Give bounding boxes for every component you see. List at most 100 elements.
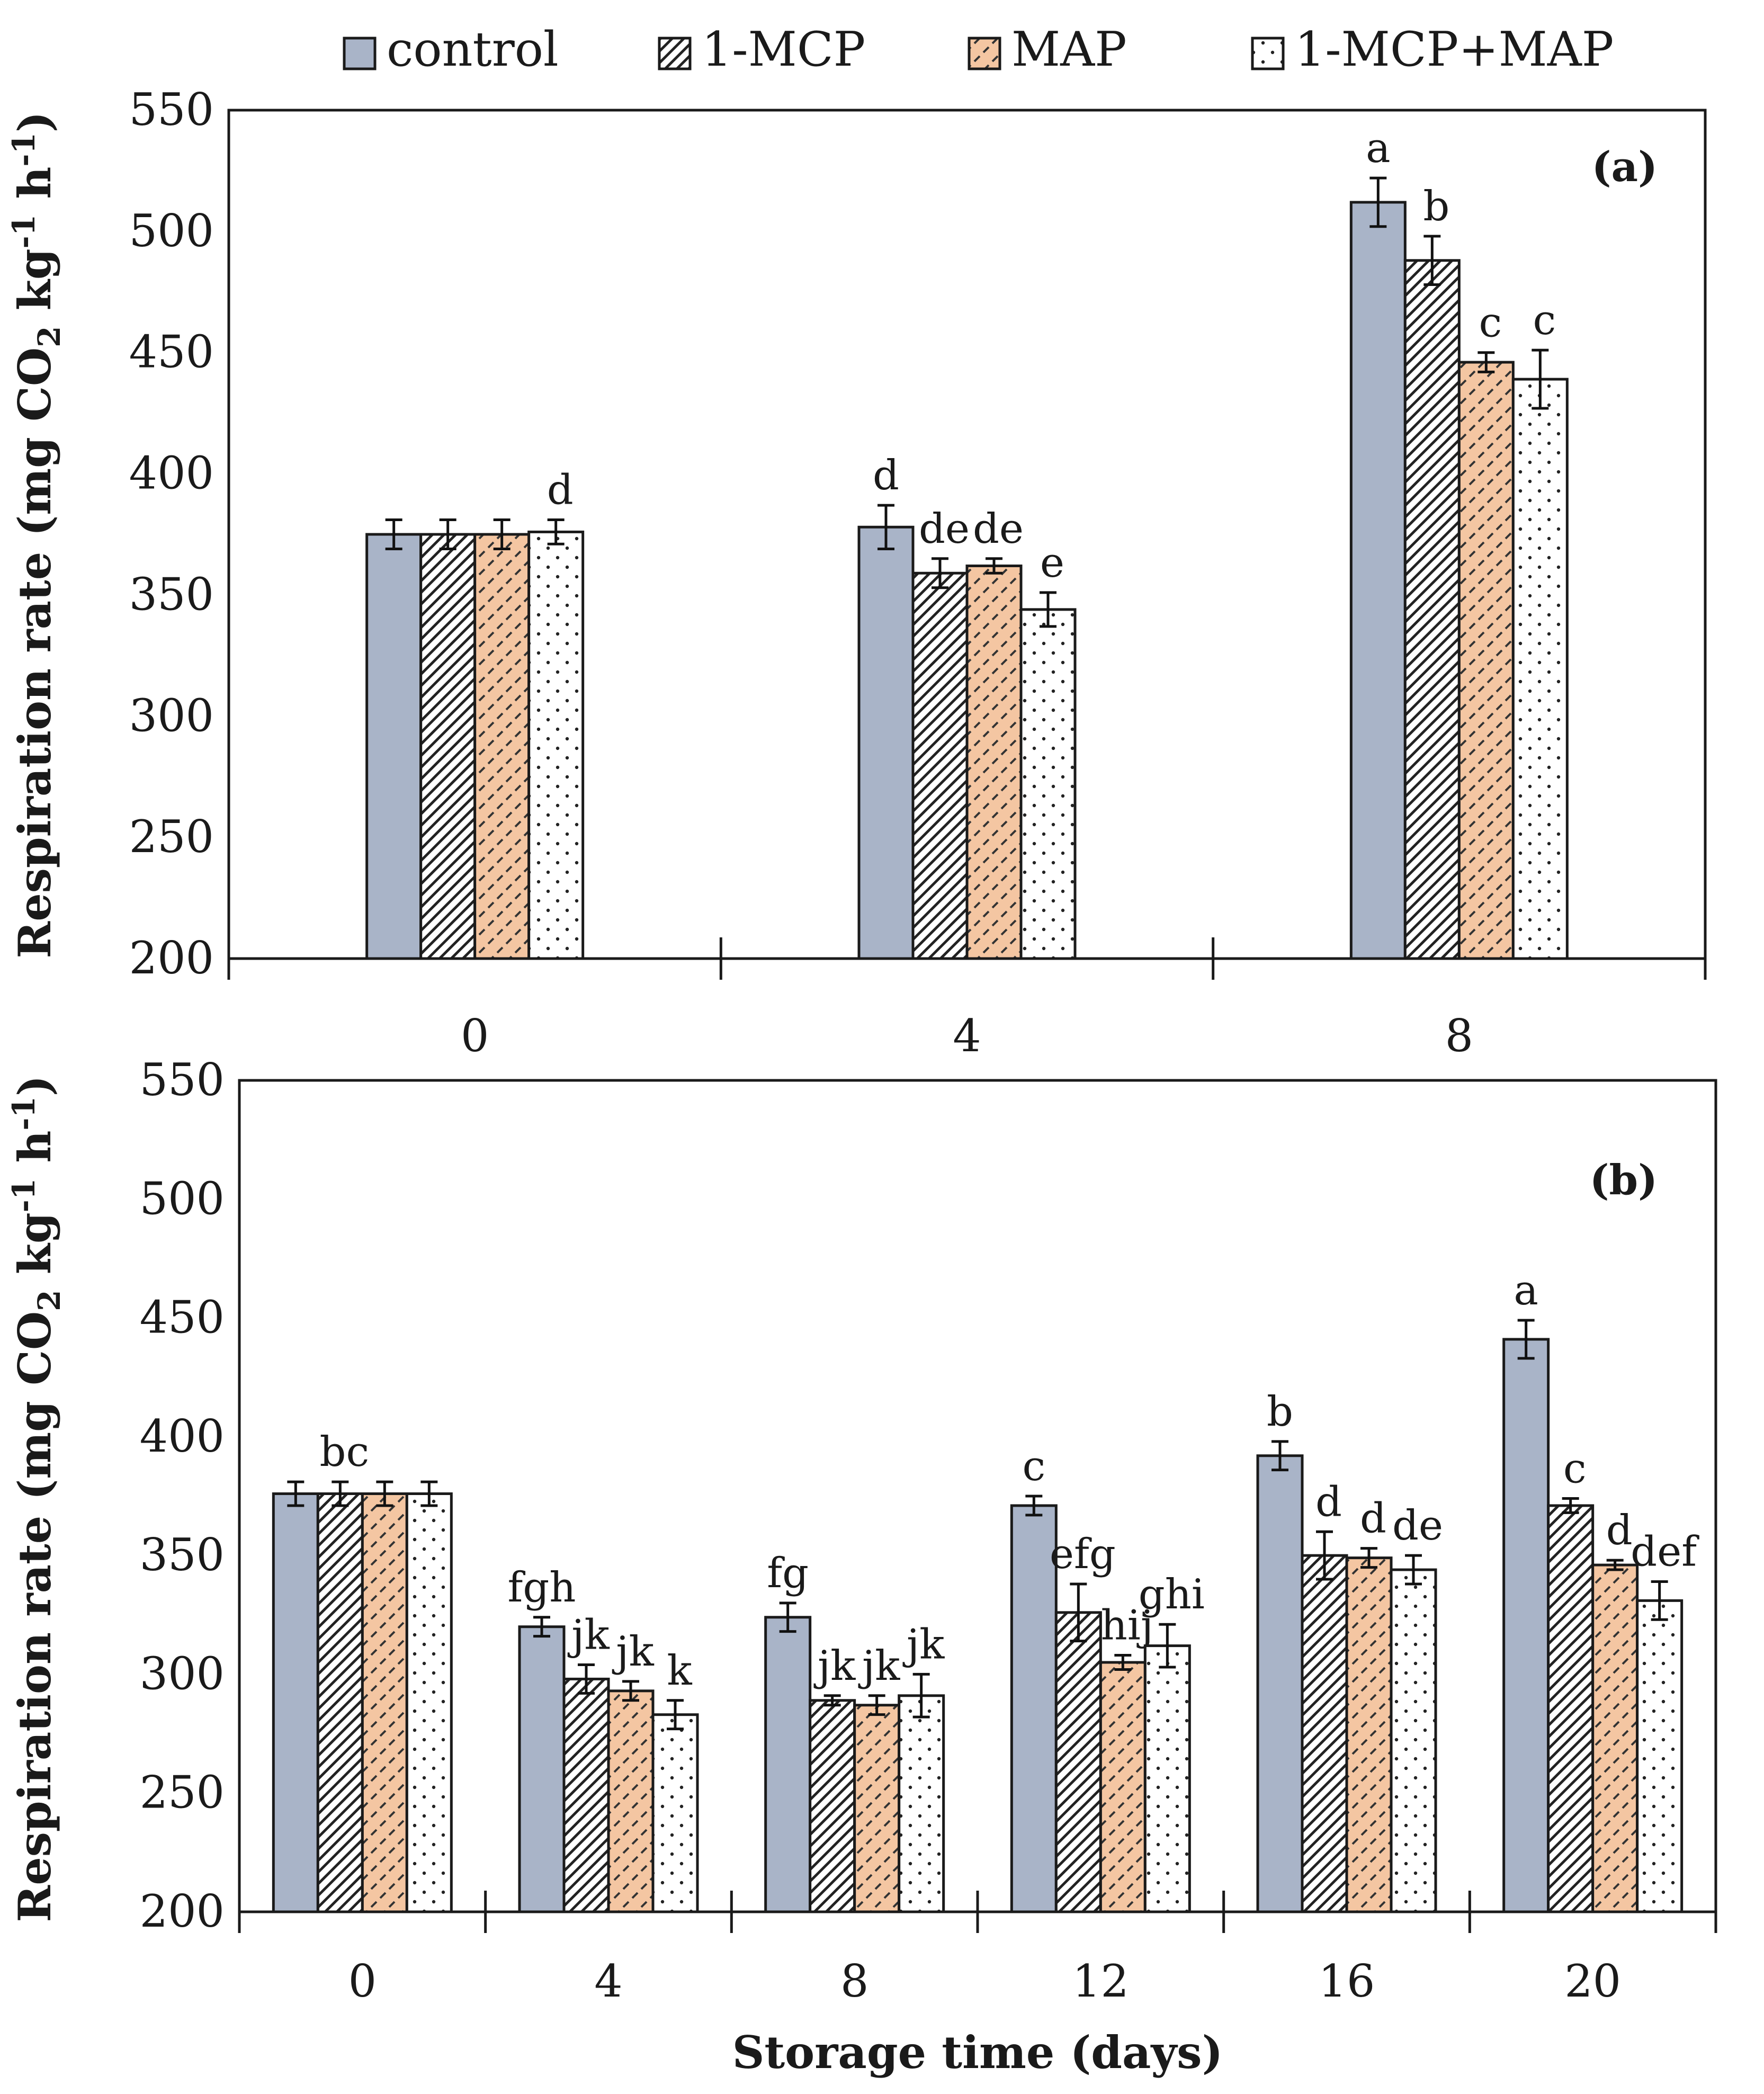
error-bar — [439, 518, 456, 550]
y-axis-title-part: h — [8, 1131, 61, 1178]
significance-label: k — [667, 1647, 692, 1695]
y-tick-label: 200 — [140, 1885, 225, 1937]
bar-map — [361, 1492, 408, 1913]
significance-label: jk — [858, 1642, 900, 1690]
bar-mcp — [419, 533, 477, 960]
legend-swatch-control — [343, 37, 377, 70]
error-bar — [578, 1663, 595, 1695]
legend-label-map: MAP — [1011, 22, 1127, 77]
plot-frame — [238, 1079, 1717, 1913]
error-bar — [1369, 176, 1387, 228]
y-tick-label: 350 — [140, 1529, 225, 1581]
y-tick-label: 350 — [129, 568, 214, 620]
bar-mcpmap — [527, 530, 585, 960]
error-bar — [1316, 1530, 1333, 1581]
bar-control — [1502, 1338, 1550, 1913]
bar-map — [853, 1704, 901, 1913]
significance-label: fg — [767, 1550, 809, 1597]
error-bar — [1360, 1547, 1377, 1569]
y-tick-label: 300 — [129, 690, 214, 741]
y-tick-label: 400 — [140, 1410, 225, 1462]
y-tick-label: 550 — [129, 84, 214, 136]
bar-mcpmap — [1636, 1599, 1684, 1913]
y-axis-title-part: -1 — [6, 132, 42, 166]
significance-label: jk — [902, 1621, 945, 1668]
legend-label-mcpmap: 1-MCP+MAP — [1295, 22, 1614, 77]
error-bar — [332, 1480, 349, 1507]
significance-label: c — [1533, 297, 1556, 344]
panel-label: (a) — [1592, 143, 1658, 191]
x-tick-label: 0 — [461, 1010, 489, 1062]
error-bar — [420, 1480, 438, 1507]
bar-mcp — [1054, 1611, 1102, 1913]
significance-label: fgh — [507, 1564, 576, 1612]
error-bar — [533, 1616, 550, 1638]
significance-label: d — [547, 467, 574, 514]
error-bar — [622, 1680, 639, 1702]
bar-mcpmap — [405, 1492, 453, 1913]
y-axis-title-part: -1 — [6, 214, 42, 248]
bar-mcpmap — [1511, 378, 1569, 960]
significance-label: a — [1514, 1267, 1538, 1314]
significance-label: b — [1267, 1388, 1293, 1436]
x-axis-title: Storage time (days) — [732, 2026, 1223, 2079]
y-tick-label: 500 — [129, 205, 214, 257]
y-tick-label: 300 — [140, 1648, 225, 1699]
error-bar — [1478, 351, 1495, 373]
y-tick-label: 550 — [140, 1054, 225, 1106]
y-axis-title-part: -1 — [6, 1096, 42, 1130]
significance-label: de — [973, 505, 1024, 553]
significance-label: efg — [1050, 1531, 1116, 1578]
significance-label: e — [1040, 539, 1064, 587]
error-bar — [1423, 235, 1441, 287]
panel-label: (b) — [1590, 1156, 1658, 1204]
legend: control 1-MCP MAP 1-MCP+MAP — [343, 22, 1614, 77]
y-axis-title: Respiration rate (mg CO2 kg-1 h-1) — [6, 1075, 67, 1922]
legend-label-control: control — [387, 22, 559, 77]
y-tick-label: 250 — [140, 1767, 225, 1819]
significance-label: de — [919, 505, 970, 553]
significance-label: de — [1392, 1502, 1443, 1550]
y-axis-title-part: ) — [8, 1075, 61, 1096]
x-tick-label: 4 — [953, 1010, 981, 1062]
bar-control — [365, 533, 423, 960]
error-bar — [1606, 1559, 1624, 1571]
bar-control — [1349, 201, 1407, 960]
significance-label: def — [1631, 1528, 1699, 1576]
significance-label: d — [873, 452, 899, 499]
error-bar — [1040, 591, 1056, 628]
legend-label-mcp: 1-MCP — [702, 22, 865, 77]
bar-mcp — [1547, 1504, 1595, 1913]
x-tick-label: 8 — [840, 1955, 868, 2007]
significance-label: d — [1315, 1478, 1342, 1526]
error-bar — [932, 557, 948, 589]
significance-label: hij — [1101, 1602, 1153, 1650]
significance-label: c — [1022, 1443, 1045, 1490]
y-tick-label: 450 — [129, 326, 214, 378]
error-bar — [493, 518, 511, 550]
significance-label: jk — [567, 1611, 610, 1659]
significance-label: c — [1479, 299, 1502, 347]
legend-swatch-map — [968, 37, 1001, 70]
x-tick-label: 8 — [1445, 1010, 1473, 1062]
bar-control — [764, 1616, 812, 1913]
bar-control — [272, 1492, 319, 1913]
error-bar — [986, 557, 1002, 575]
y-axis-title-part: 2 — [31, 326, 67, 347]
error-bar — [376, 1480, 393, 1507]
error-bar — [912, 1672, 930, 1719]
bar-map — [607, 1689, 655, 1913]
bar-mcp — [911, 571, 969, 960]
bar-control — [857, 525, 915, 960]
error-bar — [1025, 1495, 1043, 1517]
bar-map — [1099, 1661, 1147, 1913]
y-axis-title-part: 2 — [31, 1290, 67, 1311]
bar-control — [518, 1625, 566, 1913]
y-tick-label: 400 — [129, 448, 214, 499]
bar-mcpmap — [1019, 608, 1077, 960]
significance-label: d — [1606, 1507, 1633, 1554]
bar-mcpmap — [1143, 1644, 1191, 1913]
bar-mcpmap — [1390, 1568, 1437, 1913]
significance-label: a — [1366, 124, 1391, 172]
